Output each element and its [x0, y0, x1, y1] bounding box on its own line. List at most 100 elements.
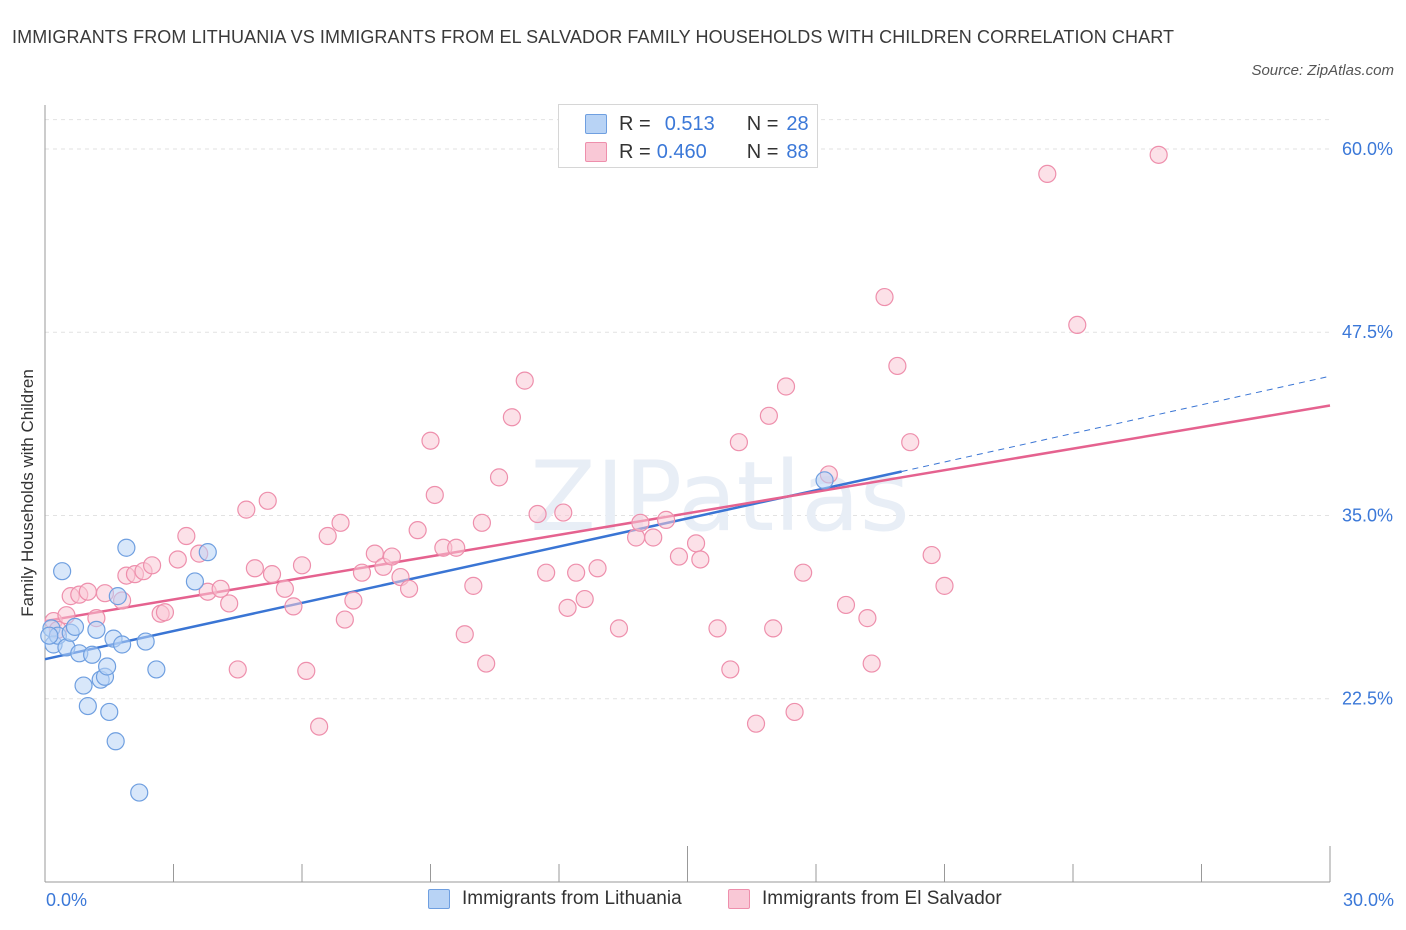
data-point-lithuania[interactable]	[98, 657, 117, 676]
r-value-lithuania: 0.513	[664, 112, 715, 135]
data-point-el-salvador[interactable]	[567, 563, 586, 582]
data-point-el-salvador[interactable]	[875, 287, 894, 307]
data-point-lithuania[interactable]	[112, 635, 132, 654]
data-point-lithuania[interactable]	[136, 632, 155, 651]
data-point-lithuania[interactable]	[53, 562, 72, 581]
data-point-el-salvador[interactable]	[746, 714, 766, 733]
data-point-lithuania[interactable]	[83, 645, 102, 664]
legend-row-lithuania: R = 0.513 N = 28	[585, 111, 809, 137]
legend-swatch-lithuania	[585, 114, 607, 134]
data-point-el-salvador[interactable]	[258, 491, 277, 510]
data-points	[40, 145, 1168, 802]
data-point-el-salvador[interactable]	[721, 660, 740, 679]
data-point-lithuania[interactable]	[78, 696, 97, 716]
r-value-el-salvador: 0.460	[656, 140, 707, 163]
data-point-el-salvador[interactable]	[575, 589, 594, 609]
data-point-el-salvador[interactable]	[759, 406, 778, 425]
data-point-el-salvador[interactable]	[922, 545, 941, 565]
data-point-el-salvador[interactable]	[352, 563, 372, 582]
data-point-el-salvador[interactable]	[644, 528, 663, 547]
legend-item-lithuania[interactable]: Immigrants from Lithuania	[428, 888, 682, 910]
data-point-el-salvador[interactable]	[262, 565, 282, 584]
data-point-el-salvador[interactable]	[78, 582, 97, 601]
data-point-el-salvador[interactable]	[686, 534, 706, 553]
data-point-el-salvador[interactable]	[455, 625, 474, 644]
data-point-el-salvador[interactable]	[472, 513, 491, 532]
data-point-el-salvador[interactable]	[1149, 145, 1168, 164]
data-point-el-salvador[interactable]	[729, 433, 749, 452]
data-point-lithuania[interactable]	[198, 543, 217, 562]
data-point-el-salvador[interactable]	[785, 702, 804, 722]
data-point-el-salvador[interactable]	[528, 504, 547, 524]
data-point-el-salvador[interactable]	[862, 654, 881, 673]
data-point-el-salvador[interactable]	[1068, 315, 1087, 335]
data-point-el-salvador[interactable]	[318, 526, 337, 546]
data-point-el-salvador[interactable]	[220, 594, 239, 613]
data-point-el-salvador[interactable]	[211, 579, 230, 598]
data-point-lithuania[interactable]	[74, 676, 93, 695]
data-point-el-salvador[interactable]	[901, 433, 920, 452]
data-point-el-salvador[interactable]	[489, 468, 509, 487]
data-point-el-salvador[interactable]	[888, 356, 907, 376]
data-point-el-salvador[interactable]	[310, 717, 329, 736]
data-point-el-salvador[interactable]	[365, 544, 384, 563]
data-point-el-salvador[interactable]	[669, 547, 689, 566]
data-point-el-salvador[interactable]	[708, 619, 727, 638]
data-point-el-salvador[interactable]	[292, 556, 312, 575]
data-point-el-salvador[interactable]	[558, 598, 577, 617]
data-point-lithuania[interactable]	[108, 587, 127, 606]
data-point-lithuania[interactable]	[40, 626, 59, 645]
data-point-lithuania[interactable]	[106, 732, 125, 751]
data-point-el-salvador[interactable]	[408, 521, 427, 540]
source-label: Source: ZipAtlas.com	[1251, 62, 1394, 79]
data-point-el-salvador[interactable]	[515, 371, 534, 390]
data-point-el-salvador[interactable]	[609, 619, 629, 638]
data-point-el-salvador[interactable]	[228, 660, 247, 679]
data-point-lithuania[interactable]	[130, 783, 149, 802]
data-point-el-salvador[interactable]	[858, 609, 877, 628]
data-point-el-salvador[interactable]	[245, 559, 264, 578]
data-point-el-salvador[interactable]	[177, 526, 196, 546]
data-point-el-salvador[interactable]	[335, 610, 354, 629]
data-point-el-salvador[interactable]	[237, 500, 256, 519]
data-point-lithuania[interactable]	[117, 538, 136, 557]
data-point-el-salvador[interactable]	[554, 503, 573, 522]
legend-item-el-salvador[interactable]: Immigrants from El Salvador	[728, 888, 1002, 910]
data-point-lithuania[interactable]	[65, 617, 85, 637]
data-point-el-salvador[interactable]	[764, 619, 783, 638]
data-point-el-salvador[interactable]	[331, 513, 350, 532]
data-point-lithuania[interactable]	[100, 702, 119, 722]
data-point-el-salvador[interactable]	[537, 563, 556, 582]
data-point-el-salvador[interactable]	[776, 377, 796, 396]
data-point-el-salvador[interactable]	[1038, 164, 1057, 184]
data-point-el-salvador[interactable]	[425, 485, 444, 505]
data-point-el-salvador[interactable]	[935, 576, 954, 595]
data-point-el-salvador[interactable]	[656, 510, 676, 529]
data-point-el-salvador[interactable]	[477, 654, 496, 673]
data-point-el-salvador[interactable]	[836, 595, 856, 615]
data-point-el-salvador[interactable]	[399, 579, 419, 598]
data-point-el-salvador[interactable]	[691, 550, 710, 569]
data-point-el-salvador[interactable]	[168, 550, 187, 569]
data-point-el-salvador[interactable]	[284, 597, 303, 616]
data-point-el-salvador[interactable]	[631, 513, 650, 532]
data-point-el-salvador[interactable]	[382, 547, 402, 566]
data-point-el-salvador[interactable]	[464, 576, 483, 595]
data-point-lithuania[interactable]	[147, 660, 166, 679]
data-point-el-salvador[interactable]	[421, 431, 440, 450]
data-point-lithuania[interactable]	[185, 572, 205, 591]
data-point-el-salvador[interactable]	[275, 579, 294, 598]
r-label: R =	[619, 140, 651, 163]
data-point-el-salvador[interactable]	[344, 591, 363, 610]
data-point-el-salvador[interactable]	[502, 408, 521, 427]
data-point-el-salvador[interactable]	[155, 603, 175, 622]
data-point-el-salvador[interactable]	[588, 559, 607, 578]
data-point-el-salvador[interactable]	[794, 563, 813, 582]
data-point-lithuania[interactable]	[87, 620, 106, 639]
x-tick-label-min: 0.0%	[46, 890, 88, 910]
data-point-el-salvador[interactable]	[142, 556, 162, 575]
data-point-el-salvador[interactable]	[297, 661, 316, 680]
data-point-lithuania[interactable]	[815, 471, 834, 490]
data-point-el-salvador[interactable]	[447, 538, 466, 557]
y-tick-label: 22.5%	[1342, 689, 1393, 709]
